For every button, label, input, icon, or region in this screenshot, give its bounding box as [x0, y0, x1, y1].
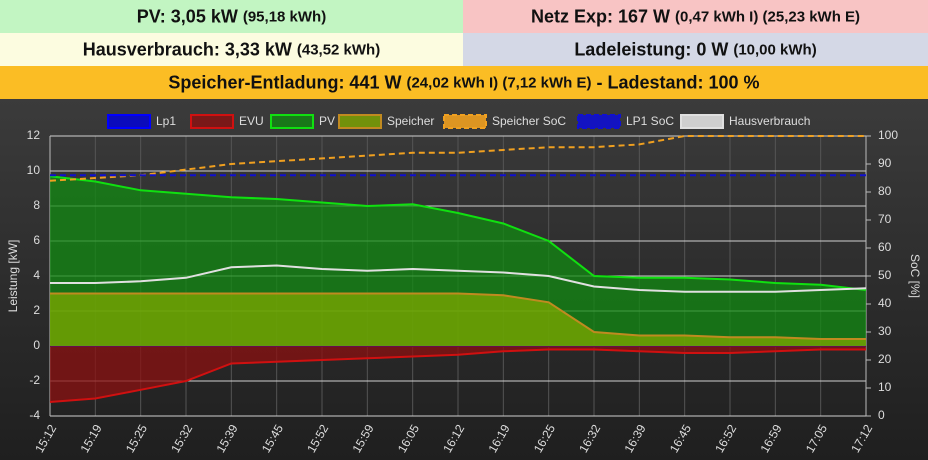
- y2-axis-title: SoC [%]: [908, 254, 922, 298]
- series-line: [50, 292, 866, 340]
- status-text: Ladeleistung: 0 W (10,00 kWh): [574, 39, 816, 59]
- legend-swatch: [443, 114, 487, 129]
- y2-tick-label: 20: [878, 352, 892, 366]
- legend-label: LP1 SoC: [626, 114, 674, 128]
- series-line: [49, 175, 867, 291]
- status-detail: (0,47 kWh I) (25,23 kWh E): [675, 8, 860, 25]
- legend-swatch: [190, 114, 234, 129]
- y-tick-label: 6: [33, 233, 40, 247]
- status-value: Netz Exp: 167 W: [531, 6, 670, 26]
- status-box: [0, 0, 463, 33]
- series-line: [49, 135, 866, 182]
- status-detail: (10,00 kWh): [733, 41, 816, 58]
- status-box: [0, 66, 928, 99]
- area-fill: [50, 346, 866, 402]
- status-value: Speicher-Entladung: 441 W: [168, 72, 401, 92]
- status-value: PV: 3,05 kW: [137, 6, 238, 26]
- status-value: Ladeleistung: 0 W: [574, 39, 728, 59]
- y2-tick-label: 30: [878, 324, 892, 338]
- y2-tick-label: 10: [878, 380, 892, 394]
- status-text: PV: 3,05 kW (95,18 kWh): [137, 6, 326, 26]
- y-tick-label: 4: [33, 268, 40, 282]
- status-value: - Ladestand: 100 %: [597, 72, 760, 92]
- legend-swatch: [270, 114, 314, 129]
- status-box: [463, 33, 928, 66]
- y2-tick-label: 50: [878, 268, 892, 282]
- status-text: Speicher-Entladung: 441 W (24,02 kWh I) (…: [168, 72, 759, 92]
- legend-label: Speicher: [387, 114, 434, 128]
- area-fill: [50, 293, 866, 346]
- status-detail: (95,18 kWh): [243, 8, 326, 25]
- y2-tick-label: 80: [878, 184, 892, 198]
- y2-tick-label: 70: [878, 212, 892, 226]
- y-tick-label: 10: [27, 163, 41, 177]
- y2-tick-label: 40: [878, 296, 892, 310]
- status-detail: (24,02 kWh I) (7,12 kWh E): [406, 74, 591, 91]
- legend-label: Hausverbrauch: [729, 114, 810, 128]
- y-tick-label: -4: [29, 408, 40, 422]
- y-tick-label: -2: [29, 373, 40, 387]
- y2-tick-label: 100: [878, 128, 898, 142]
- legend-label: PV: [319, 114, 335, 128]
- legend-label: Speicher SoC: [492, 114, 566, 128]
- series-line: [50, 264, 867, 293]
- status-text: Netz Exp: 167 W (0,47 kWh I) (25,23 kWh E…: [531, 6, 860, 26]
- y-tick-label: 2: [33, 303, 40, 317]
- y-tick-label: 8: [33, 198, 40, 212]
- y2-tick-label: 60: [878, 240, 892, 254]
- status-detail: (43,52 kWh): [297, 41, 380, 58]
- status-value: Hausverbrauch: 3,33 kW: [83, 39, 292, 59]
- status-box: [463, 0, 928, 33]
- legend-swatch: [107, 114, 151, 129]
- legend-swatch: [577, 114, 621, 129]
- y-tick-label: 0: [33, 338, 40, 352]
- y-tick-label: 12: [27, 128, 41, 142]
- legend-label: EVU: [239, 114, 264, 128]
- status-text: Hausverbrauch: 3,33 kW (43,52 kWh): [83, 39, 380, 59]
- legend-label: Lp1: [156, 114, 176, 128]
- legend-swatch: [680, 114, 724, 129]
- series-line: [49, 348, 866, 403]
- status-box: [0, 33, 463, 66]
- y2-tick-label: 0: [878, 408, 885, 422]
- y-axis-title: Leistung [kW]: [6, 240, 20, 313]
- y2-tick-label: 90: [878, 156, 892, 170]
- legend-swatch: [338, 114, 382, 129]
